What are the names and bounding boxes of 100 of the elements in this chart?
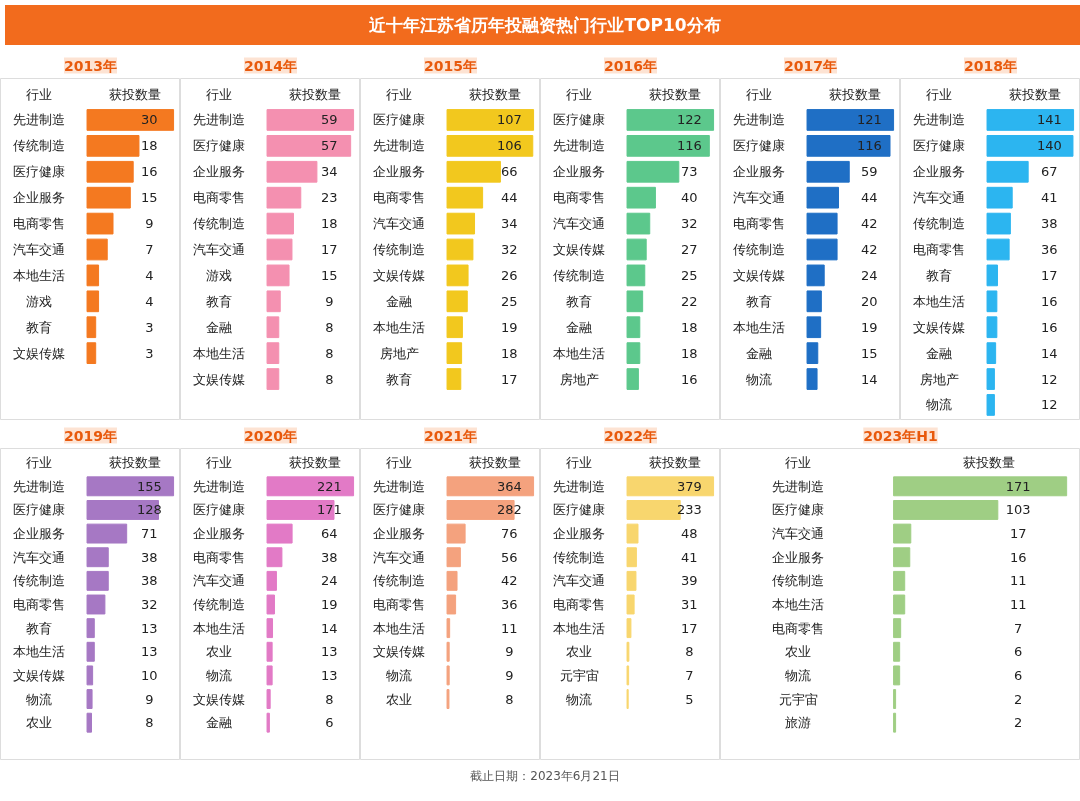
bar (806, 264, 825, 287)
bar (446, 264, 469, 287)
y-axis-title: 行业 (386, 455, 413, 471)
data-label: 18 (681, 345, 698, 361)
data-label: 121 (856, 112, 882, 128)
y-tick-label: 先进制造 (373, 478, 426, 494)
y-tick-label: 传统制造 (772, 573, 825, 589)
y-tick-label: 元宇宙 (559, 667, 599, 683)
data-label: 20 (861, 293, 878, 309)
y-tick-label: 传统制造 (553, 267, 606, 283)
data-label: 30 (141, 112, 158, 128)
bar (266, 109, 355, 131)
data-label: 15 (861, 345, 878, 361)
data-label: 44 (501, 190, 518, 206)
bar (446, 342, 463, 364)
y-tick-label: 医疗健康 (733, 138, 786, 154)
data-label: 116 (856, 138, 882, 154)
y-tick-label: 文娱传媒 (733, 267, 786, 283)
bar (446, 547, 461, 568)
y-tick-label: 电商零售 (13, 597, 66, 612)
y-tick-label: 文娱传媒 (13, 345, 66, 361)
y-tick-label: 物流 (26, 691, 53, 707)
y-tick-label: 汽车交通 (733, 190, 786, 206)
bar (266, 712, 270, 733)
bar (986, 290, 998, 313)
bar (266, 212, 294, 235)
data-label: 59 (321, 112, 338, 128)
data-label: 13 (141, 620, 158, 636)
bar (446, 109, 535, 131)
y-tick-label: 企业服务 (193, 164, 246, 180)
y-tick-label: 金融 (566, 319, 593, 335)
data-label: 18 (321, 216, 338, 232)
y-tick-label: 医疗健康 (913, 138, 966, 154)
bar (86, 342, 97, 364)
y-tick-label: 电商零售 (373, 190, 426, 206)
data-label: 364 (496, 478, 522, 494)
bar (266, 238, 293, 261)
bar (86, 712, 92, 733)
y-tick-label: 本地生活 (193, 345, 246, 361)
bar (893, 665, 901, 686)
bar (626, 570, 637, 591)
data-label: 7 (1014, 620, 1023, 636)
bar (446, 368, 462, 390)
bar (626, 523, 639, 544)
x-axis-title: 获投数量 (468, 455, 521, 471)
y-tick-label: 传统制造 (553, 549, 606, 565)
y-tick-label: 先进制造 (772, 478, 825, 494)
y-tick-label: 教育 (206, 293, 233, 309)
y-tick-label: 旅游 (785, 715, 812, 731)
y-tick-label: 医疗健康 (553, 112, 606, 128)
chart-title: 2019年 (64, 427, 117, 444)
x-axis-title: 获投数量 (288, 455, 341, 471)
data-label: 15 (141, 190, 158, 206)
y-tick-label: 先进制造 (913, 112, 966, 128)
bar (446, 523, 466, 544)
y-tick-label: 物流 (746, 371, 773, 387)
y-axis-title: 行业 (785, 455, 812, 471)
data-label: 67 (1041, 164, 1058, 180)
data-label: 107 (496, 112, 522, 128)
data-label: 16 (1041, 319, 1058, 335)
y-tick-label: 教育 (566, 293, 593, 309)
y-tick-label: 农业 (26, 715, 53, 731)
data-label: 42 (501, 573, 518, 589)
data-label: 48 (681, 526, 698, 542)
y-tick-label: 传统制造 (733, 242, 786, 257)
data-label: 42 (861, 242, 878, 257)
bar (266, 641, 273, 662)
bar (626, 342, 641, 364)
data-label: 6 (1014, 644, 1023, 660)
y-tick-label: 游戏 (26, 293, 53, 309)
y-tick-label: 医疗健康 (13, 502, 66, 518)
y-tick-label: 电商零售 (553, 597, 606, 612)
y-tick-label: 电商零售 (373, 597, 426, 612)
x-axis-title: 获投数量 (828, 86, 881, 102)
data-label: 19 (321, 597, 338, 612)
bar (986, 342, 997, 364)
data-label: 9 (325, 293, 334, 309)
y-tick-label: 农业 (206, 644, 233, 660)
bar (626, 547, 637, 568)
data-label: 27 (681, 242, 698, 257)
y-tick-label: 传统制造 (373, 573, 426, 589)
bar (86, 641, 95, 662)
bar (446, 135, 534, 157)
y-tick-label: 游戏 (206, 267, 233, 283)
bar (986, 264, 998, 287)
bar (986, 186, 1013, 209)
chart-title: 2023年H1 (863, 427, 938, 444)
y-tick-label: 电商零售 (733, 216, 786, 232)
data-label: 66 (501, 164, 518, 180)
bar (86, 238, 108, 261)
y-axis-title: 行业 (926, 86, 953, 102)
bar (446, 641, 450, 662)
bar (266, 186, 302, 209)
data-label: 171 (1005, 478, 1031, 494)
bar (266, 160, 318, 183)
bar (806, 212, 838, 235)
y-tick-label: 汽车交通 (373, 549, 426, 565)
data-label: 8 (505, 691, 514, 707)
y-tick-label: 企业服务 (373, 526, 426, 542)
data-label: 57 (321, 138, 338, 154)
